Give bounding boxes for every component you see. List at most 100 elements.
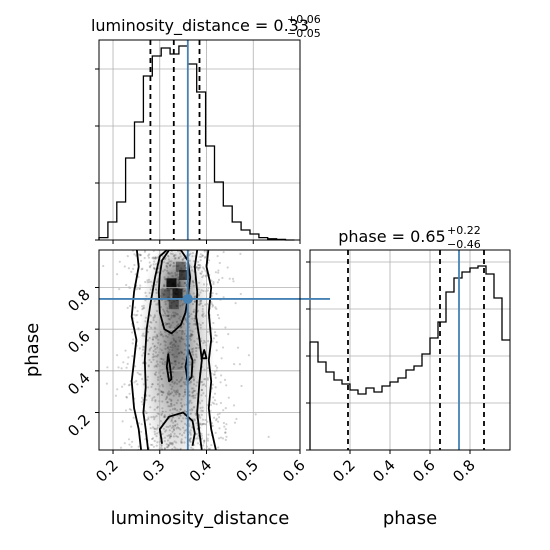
y-axis-label-phase: phase	[22, 323, 43, 377]
phase-y-tick-label: 0.2	[64, 411, 94, 441]
scatter-point	[131, 342, 134, 345]
phase-y-tick-label: 0.4	[64, 369, 94, 399]
panel-2d-contour: 0.2 0.3 0.4 0.5 0.6 0.2 0.4 0.6 0.8 luminosity_d…	[22, 249, 330, 529]
ld-title-upper-err: +0.06	[287, 13, 321, 26]
scatter-point	[211, 292, 214, 295]
scatter-point	[138, 287, 141, 290]
scatter-point	[217, 437, 221, 440]
scatter-point	[136, 371, 139, 374]
scatter-point	[121, 385, 124, 388]
scatter-point	[234, 302, 237, 305]
phase-title-upper-err: +0.22	[447, 224, 481, 237]
scatter-point	[222, 409, 225, 412]
scatter-point	[130, 270, 133, 273]
scatter-point	[215, 419, 218, 422]
scatter-point	[122, 361, 125, 364]
scatter-point	[218, 412, 221, 415]
scatter-point	[119, 446, 123, 449]
scatter-point	[224, 431, 227, 434]
phase-y-tick-label: 0.6	[64, 327, 94, 357]
phase-title-lower-err: −0.46	[447, 238, 481, 251]
density-cell	[160, 288, 171, 299]
scatter-point	[231, 277, 235, 280]
scatter-point	[218, 317, 221, 320]
scatter-point	[123, 442, 126, 445]
scatter-point	[215, 341, 218, 344]
scatter-point	[222, 296, 225, 299]
scatter-point	[130, 445, 133, 448]
scatter-point	[220, 357, 223, 360]
scatter-point	[128, 408, 131, 411]
scatter-point	[136, 383, 139, 386]
scatter-point	[207, 447, 210, 450]
panel-ld-hist: luminosity_distance = 0.33 +0.06 −0.05	[91, 13, 321, 244]
scatter-point	[127, 267, 130, 270]
scatter-point	[131, 355, 134, 358]
scatter-point	[267, 435, 270, 438]
scatter-point	[211, 305, 214, 308]
contour-island	[165, 353, 173, 383]
panel-phase-hist: 0.2 0.4 0.6 0.8 phase = 0.65 +0.22 −0.46	[306, 224, 511, 486]
scatter-point	[128, 383, 131, 386]
scatter-point	[125, 283, 128, 287]
scatter-point	[147, 256, 150, 259]
x-axis-label-ld: luminosity_distance	[111, 508, 290, 529]
scatter-point	[217, 446, 220, 449]
scatter-point	[217, 420, 220, 423]
scatter-point	[117, 366, 120, 369]
scatter-point	[203, 439, 206, 442]
ld-x-tick-label: 0.3	[139, 456, 169, 486]
scatter-point	[143, 256, 146, 260]
contour-inner-bottom	[158, 411, 196, 446]
scatter-point	[213, 399, 217, 402]
scatter-point	[139, 253, 142, 256]
scatter-point	[221, 346, 225, 349]
contour-outer-right	[205, 250, 217, 450]
scatter-point	[225, 384, 228, 387]
scatter-point	[238, 363, 241, 366]
phase-y-tick-label: 0.8	[64, 286, 94, 316]
contour-outer-left	[130, 250, 142, 450]
scatter-point	[141, 267, 144, 270]
scatter-point	[219, 436, 223, 439]
scatter-point	[227, 333, 230, 336]
scatter-point	[224, 326, 227, 329]
density-shading	[138, 250, 215, 450]
scatter-point	[212, 282, 215, 286]
phase-hist-title: phase = 0.65	[338, 227, 445, 246]
scatter-point	[240, 384, 243, 388]
scatter-point	[131, 440, 134, 443]
scatter-point	[203, 250, 206, 253]
scatter-point	[217, 271, 220, 274]
scatter-point	[123, 265, 126, 268]
scatter-point	[210, 444, 213, 447]
scatter-point	[211, 424, 214, 427]
scatter-point	[127, 384, 130, 387]
scatter-point	[224, 438, 227, 441]
scatter-point	[126, 362, 129, 365]
ld-title-text: luminosity_distance = 0.33	[91, 16, 309, 36]
scatter-point	[114, 394, 117, 397]
phase-x-tick-label: 0.8	[449, 456, 479, 486]
scatter-point	[233, 421, 237, 424]
scatter-point	[218, 416, 221, 419]
phase-histogram-steps	[309, 265, 510, 450]
density-cell	[168, 299, 179, 310]
scatter-point	[216, 313, 219, 317]
scatter-point	[224, 428, 227, 431]
scatter-point	[120, 367, 123, 370]
panel-2d-frame	[98, 249, 301, 451]
scatter-point	[222, 251, 225, 254]
scatter-point	[209, 403, 212, 407]
ld-hist-ticks	[95, 68, 301, 244]
ld-hist-title: luminosity_distance = 0.33	[91, 16, 309, 36]
scatter-point	[214, 431, 217, 434]
scatter-point	[223, 425, 226, 428]
density-cell	[166, 278, 177, 289]
scatter-point	[202, 441, 206, 444]
scatter-point	[227, 396, 230, 399]
scatter-point	[214, 376, 217, 379]
scatter-point	[105, 382, 108, 385]
scatter-point	[225, 423, 228, 426]
